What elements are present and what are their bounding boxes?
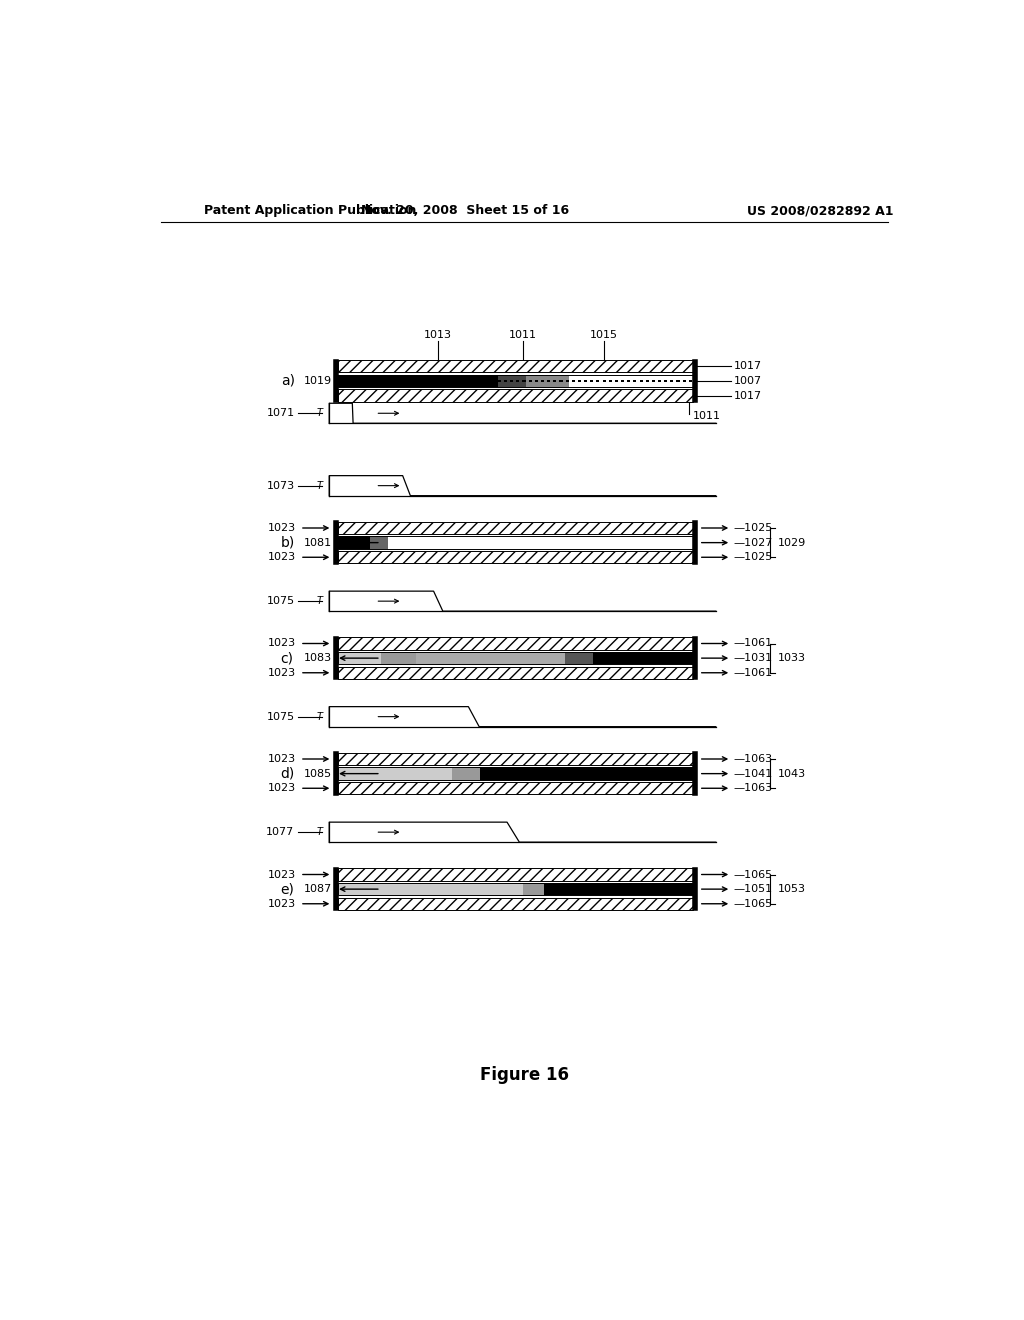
Bar <box>339 389 692 401</box>
Text: 1053: 1053 <box>777 884 805 894</box>
Text: 1023: 1023 <box>268 899 296 908</box>
Bar <box>339 667 692 678</box>
Text: 1019: 1019 <box>304 376 333 385</box>
Text: —1061: —1061 <box>733 668 772 677</box>
Bar <box>339 652 381 664</box>
Text: —1025: —1025 <box>733 552 773 562</box>
Text: d): d) <box>281 767 295 780</box>
Text: 1029: 1029 <box>777 537 806 548</box>
Text: —1051: —1051 <box>733 884 772 894</box>
Text: 1033: 1033 <box>777 653 805 663</box>
Bar <box>498 375 526 387</box>
Bar <box>339 883 692 895</box>
Bar <box>371 536 388 549</box>
Text: 1075: 1075 <box>266 597 295 606</box>
Text: —1031: —1031 <box>733 653 772 663</box>
Bar <box>339 781 692 795</box>
Bar <box>339 752 692 766</box>
Text: 1085: 1085 <box>304 768 333 779</box>
Text: 1017: 1017 <box>733 391 762 400</box>
Bar <box>526 375 568 387</box>
Bar <box>339 883 522 895</box>
Text: Nov. 20, 2008  Sheet 15 of 16: Nov. 20, 2008 Sheet 15 of 16 <box>361 205 569 218</box>
Text: T: T <box>317 597 323 606</box>
Text: 1083: 1083 <box>304 653 333 663</box>
Text: —1063: —1063 <box>733 783 772 793</box>
Text: 1023: 1023 <box>268 523 296 533</box>
Text: 1023: 1023 <box>268 783 296 793</box>
Bar <box>417 652 565 664</box>
Text: Patent Application Publication: Patent Application Publication <box>204 205 416 218</box>
Text: US 2008/0282892 A1: US 2008/0282892 A1 <box>746 205 893 218</box>
Text: 1015: 1015 <box>590 330 618 341</box>
Text: —1063: —1063 <box>733 754 772 764</box>
Text: 1023: 1023 <box>268 870 296 879</box>
Bar <box>594 652 692 664</box>
Bar <box>339 552 692 564</box>
Bar <box>339 536 692 549</box>
Text: e): e) <box>281 882 295 896</box>
Bar <box>339 652 692 664</box>
Text: 1011: 1011 <box>692 411 721 421</box>
Text: 1071: 1071 <box>266 408 295 418</box>
Text: 1043: 1043 <box>777 768 806 779</box>
Bar <box>339 869 692 880</box>
Text: a): a) <box>281 374 295 388</box>
Text: Figure 16: Figure 16 <box>480 1065 569 1084</box>
Text: —1025: —1025 <box>733 523 773 533</box>
Text: —1027: —1027 <box>733 537 773 548</box>
Text: 1023: 1023 <box>268 552 296 562</box>
Bar <box>522 883 544 895</box>
Bar <box>388 536 692 549</box>
Bar <box>339 536 371 549</box>
Text: b): b) <box>281 536 295 549</box>
Bar <box>480 767 692 780</box>
Text: T: T <box>317 711 323 722</box>
Bar <box>339 638 692 649</box>
Text: T: T <box>317 828 323 837</box>
Text: —1041: —1041 <box>733 768 773 779</box>
Text: 1075: 1075 <box>266 711 295 722</box>
Bar <box>565 652 594 664</box>
Bar <box>339 360 692 372</box>
Bar <box>544 883 692 895</box>
Text: c): c) <box>281 651 294 665</box>
Text: 1077: 1077 <box>266 828 295 837</box>
Bar <box>339 375 692 387</box>
Text: T: T <box>317 480 323 491</box>
Bar <box>339 375 498 387</box>
Text: T: T <box>317 408 323 418</box>
Text: —1065: —1065 <box>733 870 772 879</box>
Text: —1065: —1065 <box>733 899 772 908</box>
Bar <box>452 767 480 780</box>
Text: 1013: 1013 <box>424 330 452 341</box>
Text: 1023: 1023 <box>268 668 296 677</box>
Bar <box>568 375 692 387</box>
Bar <box>339 767 452 780</box>
Text: 1017: 1017 <box>733 362 762 371</box>
Text: 1073: 1073 <box>266 480 295 491</box>
Text: 1081: 1081 <box>304 537 333 548</box>
Bar <box>339 898 692 909</box>
Bar <box>381 652 417 664</box>
Bar <box>339 767 692 780</box>
Bar <box>339 521 692 535</box>
Text: 1011: 1011 <box>509 330 537 341</box>
Text: 1023: 1023 <box>268 639 296 648</box>
Text: 1023: 1023 <box>268 754 296 764</box>
Text: —1061: —1061 <box>733 639 772 648</box>
Text: 1087: 1087 <box>304 884 333 894</box>
Text: 1007: 1007 <box>733 376 762 385</box>
